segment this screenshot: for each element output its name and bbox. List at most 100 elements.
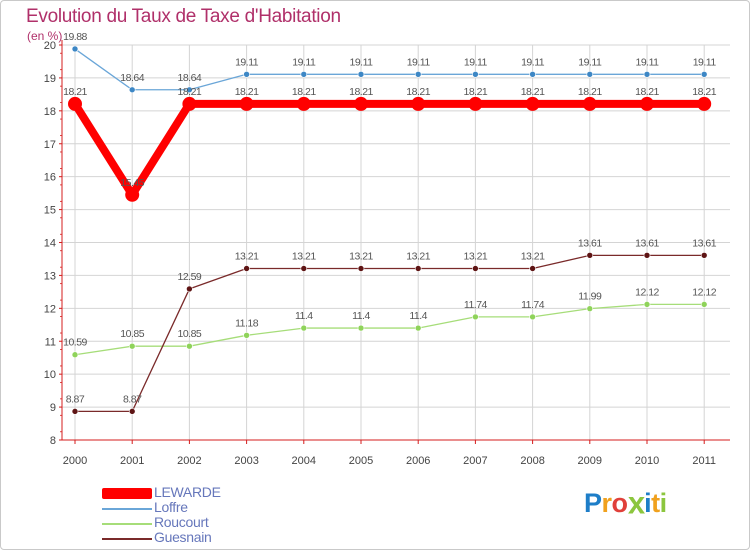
- data-label: 11.99: [578, 291, 602, 303]
- data-point: [186, 285, 193, 293]
- data-label: 13.61: [578, 237, 602, 249]
- data-point: [357, 70, 365, 78]
- data-label: 19.11: [350, 56, 374, 68]
- data-label: 18.21: [349, 86, 373, 98]
- data-point: [643, 301, 651, 308]
- chart-title: Evolution du Taux de Taxe d'Habitation: [26, 6, 341, 27]
- data-label: 15.45: [120, 177, 144, 189]
- legend-item: Guesnain: [102, 529, 302, 546]
- data-point: [125, 187, 140, 202]
- data-label: 18.21: [178, 86, 202, 98]
- data-point: [354, 96, 368, 111]
- data-label: 18.21: [578, 86, 602, 98]
- data-point: [296, 96, 311, 111]
- data-point: [414, 265, 422, 272]
- series-line-loffre: [74, 48, 705, 91]
- y-tick-label: 8: [50, 435, 56, 447]
- data-point: [300, 324, 308, 332]
- data-label: 11.74: [464, 299, 488, 311]
- data-point: [71, 45, 79, 53]
- data-label: 11.74: [521, 299, 545, 311]
- data-label: 19.11: [521, 56, 545, 68]
- data-label: 18.21: [692, 86, 716, 98]
- data-label: 13.21: [406, 251, 430, 263]
- data-point: [300, 70, 308, 78]
- data-point: [414, 70, 422, 78]
- data-point: [243, 70, 250, 78]
- data-label: 8.87: [123, 393, 142, 405]
- data-point: [643, 252, 651, 259]
- data-point: [700, 252, 708, 259]
- data-point: [472, 265, 479, 272]
- data-point: [525, 96, 540, 111]
- data-point: [468, 96, 483, 111]
- legend-swatch: [102, 538, 152, 540]
- data-point: [472, 313, 479, 321]
- data-label: 18.21: [464, 86, 488, 98]
- unit-label: (en %): [27, 29, 63, 43]
- data-label: 18.64: [120, 72, 144, 84]
- data-point: [697, 96, 712, 111]
- x-tick-label: 2001: [120, 455, 144, 467]
- x-tick-label: 2008: [520, 455, 544, 467]
- data-point: [71, 351, 79, 359]
- x-tick-label: 2004: [292, 455, 316, 467]
- data-point: [411, 96, 426, 111]
- data-label: 19.11: [636, 56, 660, 68]
- data-label: 18.64: [178, 72, 202, 84]
- series-line-lewarde: [71, 99, 709, 199]
- data-label: 12.12: [635, 286, 659, 298]
- x-tick-label: 2005: [349, 455, 373, 467]
- y-tick-label: 11: [45, 336, 56, 348]
- brand-letter: r: [601, 488, 613, 518]
- y-tick-label: 10: [44, 369, 56, 381]
- data-point: [529, 70, 536, 78]
- y-tick-label: 19: [44, 73, 56, 85]
- data-point: [71, 408, 79, 415]
- data-label: 18.21: [635, 86, 659, 98]
- brand-letter: x: [627, 485, 645, 521]
- data-point: [300, 265, 308, 272]
- legend-label: Loffre: [154, 499, 188, 515]
- brand-letter: P: [584, 488, 602, 518]
- data-label: 13.21: [292, 251, 316, 263]
- x-tick-label: 2011: [692, 455, 716, 467]
- data-point: [128, 408, 136, 415]
- x-tick-label: 2000: [63, 455, 87, 467]
- data-point: [586, 252, 594, 259]
- data-label: 8.87: [66, 393, 85, 405]
- data-point: [643, 70, 651, 78]
- data-point: [243, 265, 250, 272]
- legend-swatch: [102, 523, 152, 525]
- data-label: 19.11: [235, 56, 259, 68]
- data-label: 11.4: [295, 310, 313, 322]
- brand-letter: o: [611, 488, 629, 518]
- y-tick-label: 9: [50, 402, 56, 414]
- y-tick-label: 15: [44, 205, 56, 217]
- y-tick-label: 18: [44, 106, 56, 118]
- x-tick-label: 2003: [234, 455, 258, 467]
- data-label: 13.21: [349, 251, 373, 263]
- x-tick-label: 2006: [406, 455, 430, 467]
- data-point: [700, 301, 708, 308]
- y-tick-label: 20: [44, 40, 56, 52]
- series-lines: [68, 45, 712, 415]
- data-point: [357, 265, 365, 272]
- series-line-roucourt: [74, 303, 705, 356]
- data-label: 19.11: [578, 56, 602, 68]
- data-point: [239, 96, 254, 111]
- line-chart: 8 9 10 11 12 13 14 15 16 17 18 19 20 2000 2001 2002 2003…: [44, 31, 730, 467]
- legend-swatch: [102, 508, 152, 510]
- legend-item: Loffre: [102, 499, 302, 516]
- data-point: [128, 86, 136, 94]
- x-tick-label: 2010: [635, 455, 659, 467]
- data-point: [586, 70, 594, 78]
- brand-letter: i: [644, 488, 652, 518]
- data-label: 13.61: [635, 237, 659, 249]
- data-label: 19.11: [464, 56, 488, 68]
- data-label: 18.21: [235, 86, 259, 98]
- data-label: 12.12: [692, 286, 716, 298]
- data-point: [182, 96, 197, 111]
- data-point: [186, 342, 193, 350]
- data-point: [582, 96, 597, 111]
